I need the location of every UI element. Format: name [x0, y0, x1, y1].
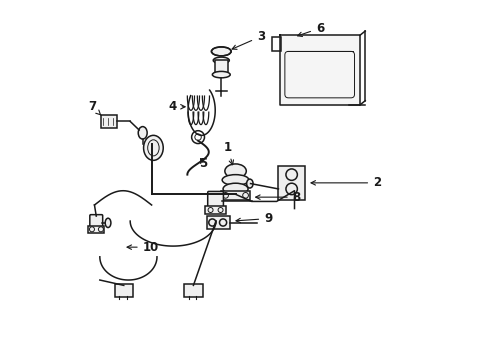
Text: 4: 4 — [168, 100, 185, 113]
Text: 8: 8 — [255, 191, 300, 204]
Ellipse shape — [223, 183, 247, 195]
FancyBboxPatch shape — [90, 215, 102, 231]
Ellipse shape — [213, 57, 229, 64]
Ellipse shape — [212, 71, 230, 78]
Ellipse shape — [105, 218, 111, 228]
Ellipse shape — [246, 179, 253, 188]
FancyBboxPatch shape — [184, 284, 203, 297]
FancyBboxPatch shape — [207, 192, 223, 211]
FancyBboxPatch shape — [88, 226, 104, 233]
FancyBboxPatch shape — [205, 206, 225, 214]
FancyBboxPatch shape — [115, 284, 133, 297]
FancyBboxPatch shape — [214, 60, 227, 75]
Text: 1: 1 — [223, 141, 233, 165]
Ellipse shape — [143, 135, 163, 160]
Ellipse shape — [222, 175, 248, 185]
Text: 6: 6 — [297, 22, 324, 36]
FancyBboxPatch shape — [221, 191, 249, 200]
FancyBboxPatch shape — [206, 216, 230, 229]
Text: 10: 10 — [127, 240, 159, 254]
FancyBboxPatch shape — [101, 115, 117, 128]
Text: 2: 2 — [310, 176, 381, 189]
Text: 5: 5 — [199, 157, 207, 170]
Text: 3: 3 — [232, 30, 264, 49]
Text: 7: 7 — [88, 100, 101, 115]
FancyBboxPatch shape — [278, 166, 305, 200]
Ellipse shape — [211, 47, 231, 56]
Ellipse shape — [138, 127, 147, 139]
Text: 9: 9 — [236, 212, 272, 225]
Polygon shape — [279, 35, 359, 105]
Ellipse shape — [224, 164, 246, 178]
